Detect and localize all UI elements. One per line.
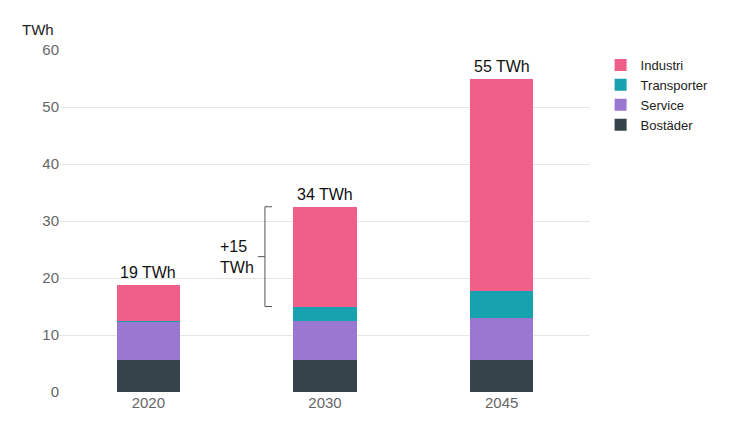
svg-text:Bostäder: Bostäder — [641, 118, 694, 133]
svg-text:+15TWh: +15TWh — [220, 238, 254, 276]
svg-text:20: 20 — [42, 269, 59, 286]
svg-text:19 TWh: 19 TWh — [120, 264, 176, 281]
svg-text:60: 60 — [42, 41, 59, 58]
svg-text:40: 40 — [42, 155, 59, 172]
svg-text:2030: 2030 — [308, 394, 341, 411]
svg-text:Service: Service — [641, 98, 684, 113]
svg-text:0: 0 — [51, 383, 59, 400]
svg-text:10: 10 — [42, 326, 59, 343]
svg-text:2045: 2045 — [485, 394, 518, 411]
svg-text:TWh: TWh — [22, 21, 54, 38]
svg-text:Transporter: Transporter — [641, 78, 708, 93]
svg-text:Industri: Industri — [641, 58, 684, 73]
svg-text:30: 30 — [42, 212, 59, 229]
svg-text:55 TWh: 55 TWh — [474, 58, 530, 75]
svg-text:2020: 2020 — [132, 394, 165, 411]
svg-text:50: 50 — [42, 98, 59, 115]
svg-text:34 TWh: 34 TWh — [297, 186, 353, 203]
